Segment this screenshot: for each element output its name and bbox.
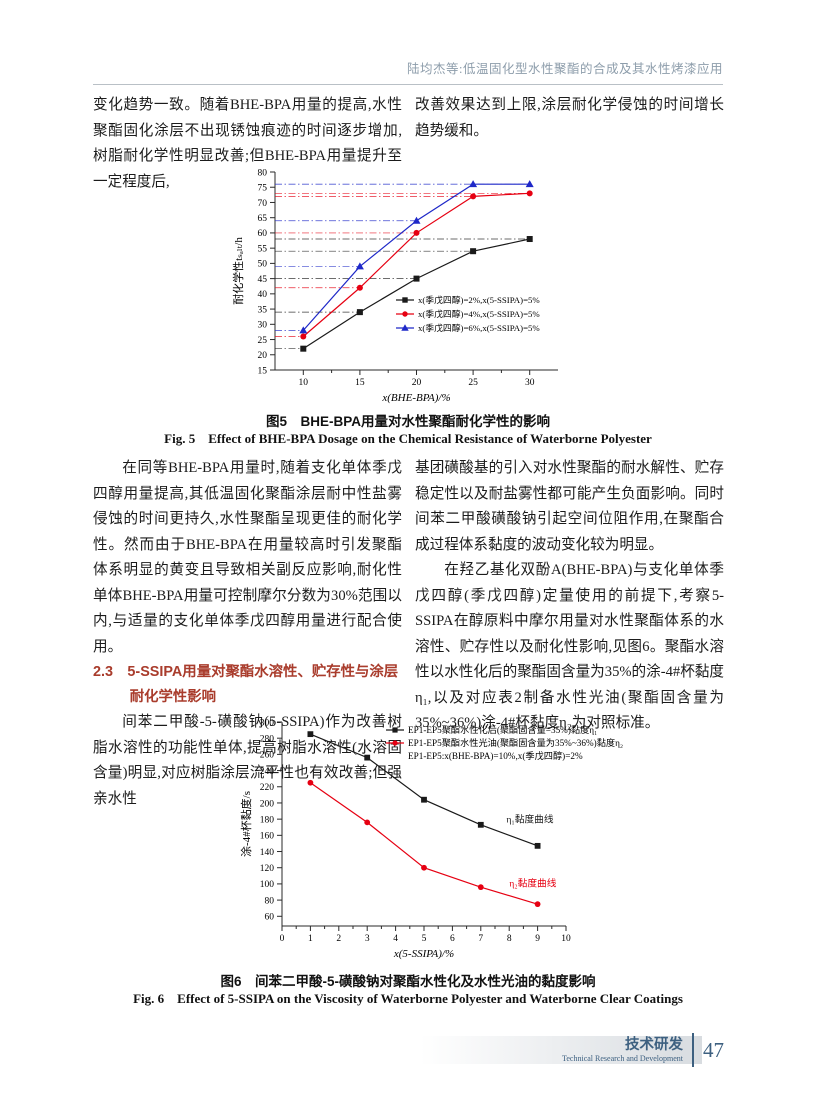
svg-text:η₁黏度曲线: η₁黏度曲线 (506, 812, 554, 825)
svg-text:280: 280 (260, 734, 275, 744)
svg-text:140: 140 (260, 848, 275, 858)
svg-text:25: 25 (258, 336, 268, 346)
svg-text:15: 15 (355, 378, 365, 388)
svg-text:耐化学性tₛₐₗₜ/h: 耐化学性tₛₐₗₜ/h (231, 237, 245, 305)
svg-text:10: 10 (561, 934, 571, 944)
svg-text:9: 9 (535, 934, 540, 944)
svg-text:50: 50 (258, 260, 268, 270)
svg-text:160: 160 (260, 832, 275, 842)
svg-text:60: 60 (265, 913, 275, 923)
running-header: 陆均杰等:低温固化型水性聚酯的合成及其水性烤漆应用 (407, 62, 723, 76)
svg-text:EP1-EP5聚酯水性化后(聚酯固含量=35%)黏度η₁: EP1-EP5聚酯水性化后(聚酯固含量=35%)黏度η₁ (408, 724, 597, 735)
fig6-line-chart: 60 80 100 120 140 160 180 200 220 240 260 280 300 0 1 2… (239, 718, 623, 960)
section-heading-2-3: 2.3 5-SSIPA用量对聚酯水溶性、贮存性与涂层耐化学性影响 (93, 664, 399, 705)
column-mid-left: 在同等BHE-BPA用量时,随着支化单体季戊四醇用量提高,其低温固化聚酯涂层耐中… (93, 456, 402, 812)
paragraph: 间苯二甲酸-5-磺酸钠(5-SSIPA)作为改善树脂水溶性的功能性单体,提高树脂… (93, 714, 402, 807)
svg-text:20: 20 (258, 351, 268, 361)
svg-text:55: 55 (258, 244, 268, 254)
svg-text:4: 4 (393, 934, 398, 944)
footer-section-label: 技术研发 Technical Research and Development (562, 1037, 683, 1064)
svg-text:120: 120 (260, 864, 275, 874)
svg-text:220: 220 (260, 783, 275, 793)
fig5-caption-cn: 图5 BHE-BPA用量对水性聚酯耐化学性的影响 (265, 414, 550, 429)
footer-section-cn: 技术研发 (625, 1036, 683, 1053)
footer-gradient-band (420, 1036, 702, 1064)
svg-text:30: 30 (525, 378, 535, 388)
svg-text:70: 70 (258, 199, 268, 209)
svg-text:10: 10 (299, 378, 309, 388)
header-rule (93, 84, 723, 85)
page-footer: 技术研发 Technical Research and Development … (562, 1033, 724, 1067)
svg-text:0: 0 (280, 934, 285, 944)
svg-text:240: 240 (260, 767, 275, 777)
svg-text:8: 8 (507, 934, 512, 944)
svg-text:40: 40 (258, 290, 268, 300)
paragraph: 在羟乙基化双酚A(BHE-BPA)与支化单体季戊四醇(季戊四醇)定量使用的前提下… (415, 562, 724, 731)
svg-text:45: 45 (258, 275, 268, 285)
svg-text:60: 60 (258, 229, 268, 239)
svg-text:80: 80 (258, 168, 268, 178)
svg-text:75: 75 (258, 184, 268, 194)
svg-text:x(季戊四醇)=6%,x(5-SSIPA)=5%: x(季戊四醇)=6%,x(5-SSIPA)=5% (418, 322, 540, 333)
fig6-caption-en: Fig. 6 Effect of 5-SSIPA on the Viscosit… (133, 991, 683, 1006)
svg-text:涂-4#杯黏度/s: 涂-4#杯黏度/s (239, 791, 253, 857)
svg-text:EP1-EP5聚酯水性光油(聚酯固含量为35%~36%)黏度: EP1-EP5聚酯水性光油(聚酯固含量为35%~36%)黏度η₂ (408, 737, 623, 748)
paragraph: 改善效果达到上限,涂层耐化学侵蚀的时间增长趋势缓和。 (415, 97, 724, 139)
svg-text:15: 15 (258, 366, 268, 376)
svg-text:300: 300 (260, 718, 275, 728)
svg-text:3: 3 (365, 934, 370, 944)
footer-section-en: Technical Research and Development (562, 1053, 683, 1063)
svg-text:η₂黏度曲线: η₂黏度曲线 (509, 876, 557, 889)
paragraph: 基团磺酸基的引入对水性聚酯的耐水解性、贮存稳定性以及耐盐雾性都可能产生负面影响。… (415, 460, 724, 553)
svg-text:2: 2 (336, 934, 341, 944)
svg-text:25: 25 (468, 378, 478, 388)
svg-text:35: 35 (258, 305, 268, 315)
svg-text:x(5-SSIPA)/%: x(5-SSIPA)/% (393, 948, 454, 960)
paragraph: 在同等BHE-BPA用量时,随着支化单体季戊四醇用量提高,其低温固化聚酯涂层耐中… (93, 460, 402, 655)
svg-text:7: 7 (478, 934, 483, 944)
svg-text:1: 1 (308, 934, 313, 944)
footer-divider-bar (692, 1033, 694, 1067)
svg-text:x(BHE-BPA)/%: x(BHE-BPA)/% (381, 392, 450, 404)
svg-text:30: 30 (258, 321, 268, 331)
column-top-left: 变化趋势一致。随着BHE-BPA用量的提高,水性聚酯固化涂层不出现锈蚀痕迹的时间… (93, 93, 402, 195)
figure-5: 15 20 25 30 35 40 45 50 55 60 65 70 75 80 10 15 20 25 30 x(… (178, 158, 618, 415)
fig6-caption-cn: 图6 间苯二甲酸-5-磺酸钠对聚酯水性化及水性光油的黏度影响 (220, 974, 596, 989)
svg-text:260: 260 (260, 751, 275, 761)
paragraph: 变化趋势一致。随着BHE-BPA用量的提高,水性聚酯固化涂层不出现锈蚀痕迹的时间… (93, 97, 402, 190)
figure-6: 60 80 100 120 140 160 180 200 220 240 260 280 300 0 1 2… (220, 706, 720, 983)
svg-text:180: 180 (260, 815, 275, 825)
svg-text:x(季戊四醇)=4%,x(5-SSIPA)=5%: x(季戊四醇)=4%,x(5-SSIPA)=5% (418, 308, 540, 319)
fig5-caption-en: Fig. 5 Effect of BHE-BPA Dosage on the C… (164, 431, 652, 446)
column-top-right: 改善效果达到上限,涂层耐化学侵蚀的时间增长趋势缓和。 (415, 93, 724, 144)
svg-text:20: 20 (412, 378, 422, 388)
column-mid-right: 基团磺酸基的引入对水性聚酯的耐水解性、贮存稳定性以及耐盐雾性都可能产生负面影响。… (415, 456, 724, 737)
page-number: 47 (703, 1037, 724, 1062)
svg-text:EP1-EP5:x(BHE-BPA)=10%,x(季戊四醇): EP1-EP5:x(BHE-BPA)=10%,x(季戊四醇)=2% (408, 750, 583, 761)
svg-text:x(季戊四醇)=2%,x(5-SSIPA)=5%: x(季戊四醇)=2%,x(5-SSIPA)=5% (418, 294, 540, 305)
svg-text:80: 80 (265, 896, 275, 906)
svg-text:200: 200 (260, 799, 275, 809)
svg-text:65: 65 (258, 214, 268, 224)
svg-text:5: 5 (422, 934, 427, 944)
svg-text:100: 100 (260, 880, 275, 890)
fig5-line-chart: 15 20 25 30 35 40 45 50 55 60 65 70 75 80 10 15 20 25 30 x(… (231, 168, 558, 404)
svg-text:6: 6 (450, 934, 455, 944)
